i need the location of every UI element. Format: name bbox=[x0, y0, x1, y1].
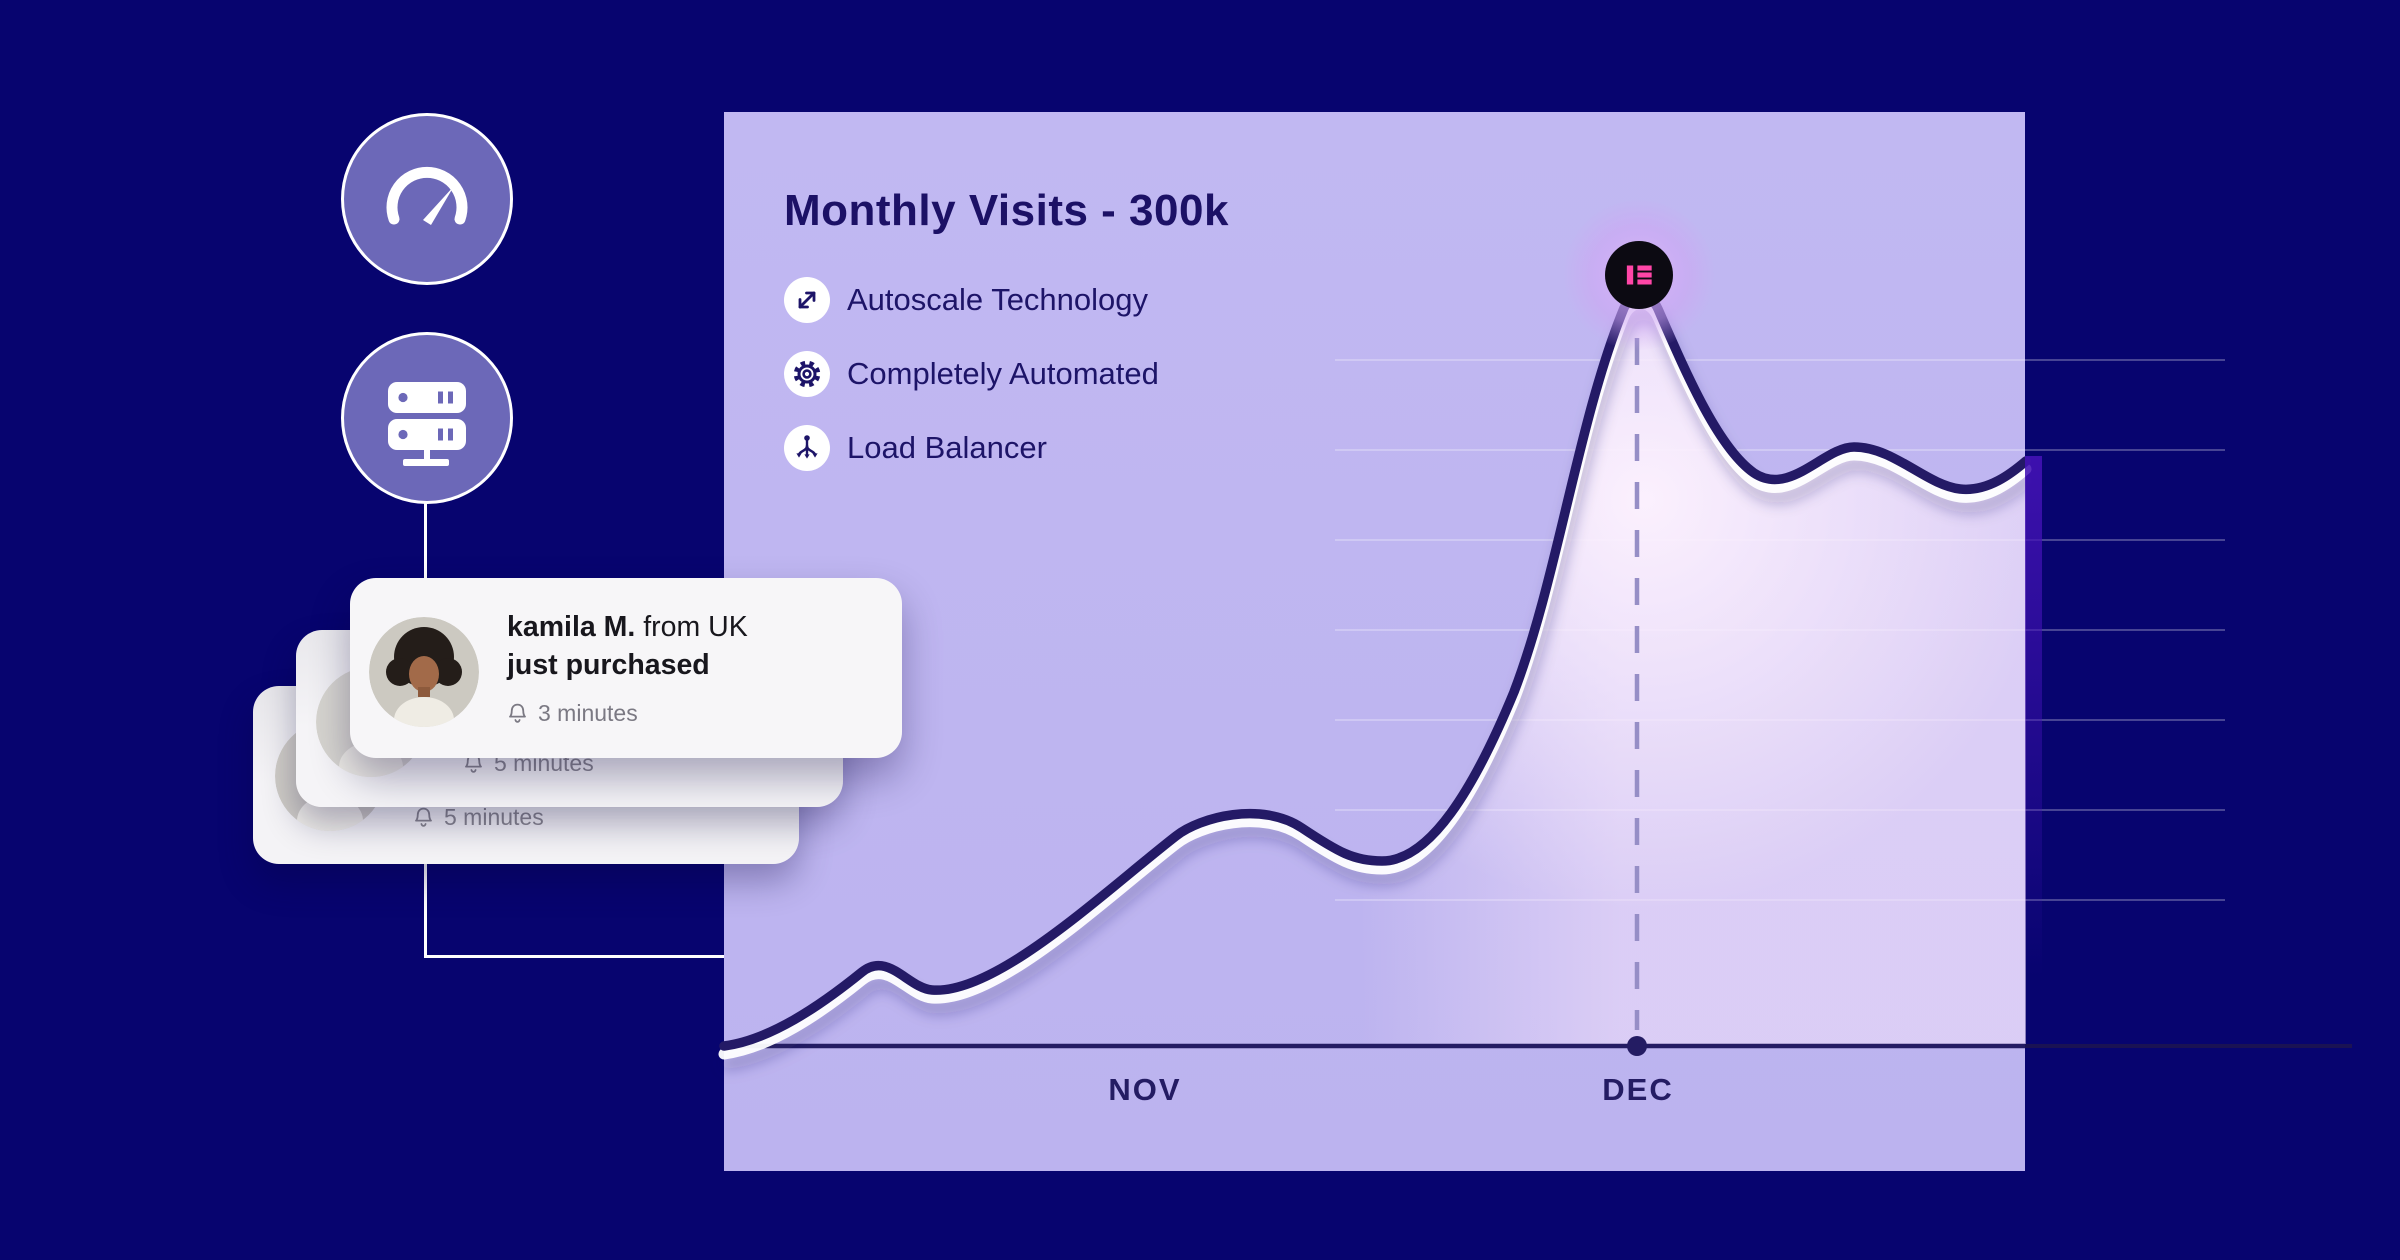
chart-panel bbox=[724, 112, 2025, 1171]
expand-arrows-icon bbox=[784, 277, 830, 323]
time-label: 3 minutes bbox=[538, 700, 638, 726]
customer-line: kamila M. from UK bbox=[507, 608, 748, 646]
load-balancer-icon bbox=[784, 425, 830, 471]
time-row: 3 minutes bbox=[507, 700, 748, 727]
elementor-logo-icon bbox=[1605, 241, 1673, 309]
feature-list: Autoscale Technology Completely Automate… bbox=[784, 277, 1159, 499]
feature-row-load-balancer: Load Balancer bbox=[784, 425, 1159, 471]
notification-card-front: kamila M. from UK just purchased 3 minut… bbox=[350, 578, 902, 758]
time-label: 5 minutes bbox=[444, 804, 544, 830]
bell-icon bbox=[415, 807, 432, 827]
customer-name: kamila M. bbox=[507, 611, 636, 643]
feature-label: Autoscale Technology bbox=[847, 282, 1149, 317]
speedometer-icon bbox=[341, 113, 513, 285]
panel-edge-strip bbox=[2025, 456, 2042, 976]
feature-row-autoscale: Autoscale Technology bbox=[784, 277, 1159, 323]
avatar bbox=[369, 617, 479, 727]
gear-icon bbox=[784, 351, 830, 397]
chart-title: Monthly Visits - 300k bbox=[784, 186, 1229, 235]
month-label-dec: DEC bbox=[1602, 1072, 1674, 1107]
feature-row-automated: Completely Automated bbox=[784, 351, 1159, 397]
connector-line-horizontal bbox=[424, 955, 724, 958]
month-label-nov: NOV bbox=[1108, 1072, 1182, 1107]
feature-label: Load Balancer bbox=[847, 430, 1047, 465]
bell-icon bbox=[509, 703, 526, 723]
feature-label: Completely Automated bbox=[847, 356, 1159, 391]
notification-text: kamila M. from UK just purchased 3 minut… bbox=[507, 608, 748, 727]
server-icon bbox=[341, 332, 513, 504]
customer-location: from UK bbox=[635, 611, 748, 643]
purchase-action: just purchased bbox=[507, 649, 710, 681]
time-row: 5 minutes bbox=[413, 804, 544, 831]
bell-icon bbox=[465, 753, 482, 773]
